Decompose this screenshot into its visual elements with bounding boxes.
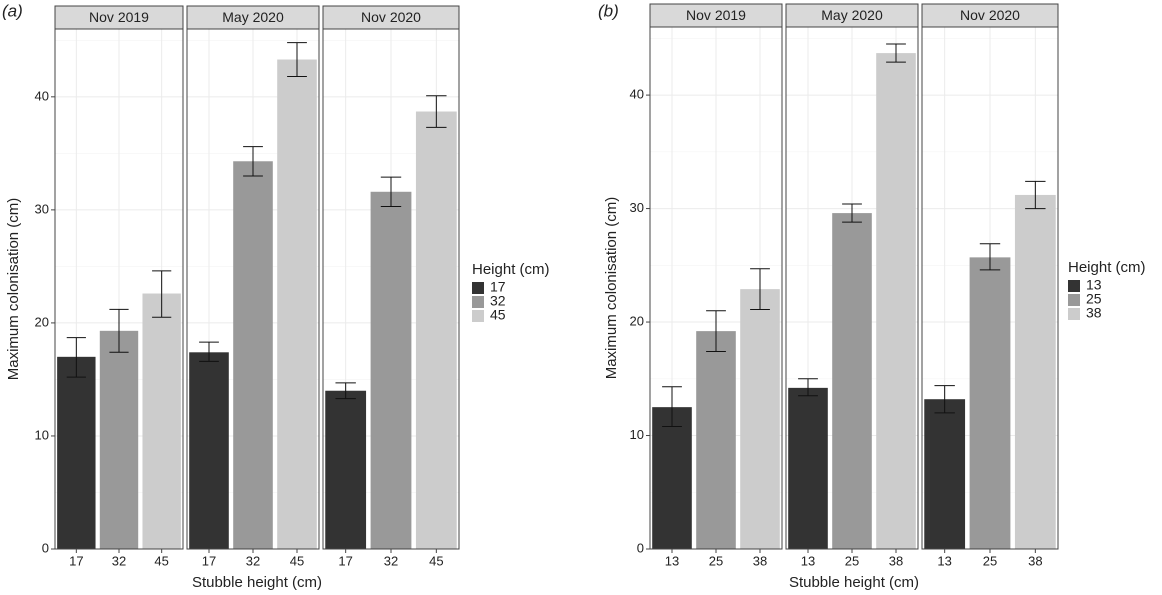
y-tick-label: 20: [35, 314, 49, 329]
bar-25: [969, 257, 1011, 549]
facet-strip-label: Nov 2020: [361, 9, 421, 25]
x-tick-label: 13: [937, 553, 951, 568]
x-axis-title: Stubble height (cm): [789, 574, 919, 591]
x-tick-label: 38: [1028, 553, 1042, 568]
x-tick-label: 45: [290, 553, 304, 568]
legend-title: Height (cm): [472, 261, 550, 278]
facet-2: Nov 2020 13 25 38: [921, 3, 1059, 568]
x-tick-label: 32: [112, 553, 126, 568]
x-tick-label: 25: [709, 553, 723, 568]
bar-45: [142, 293, 181, 549]
x-axis-title: Stubble height (cm): [192, 574, 322, 591]
y-tick-label: 20: [630, 313, 644, 328]
bar-13: [788, 387, 828, 549]
facet-strip-label: Nov 2020: [960, 7, 1020, 23]
x-tick-label: 17: [338, 553, 352, 568]
x-tick-label: 25: [983, 553, 997, 568]
legend-label-13: 13: [1086, 277, 1102, 293]
x-tick-label: 38: [889, 553, 903, 568]
x-tick-label: 17: [202, 553, 216, 568]
legend-swatch-25: [1068, 294, 1080, 306]
legend-swatch-45: [472, 310, 484, 322]
bar-17: [189, 352, 229, 549]
legend-label-25: 25: [1086, 291, 1102, 307]
bar-17: [57, 356, 96, 549]
legend-swatch-13: [1068, 280, 1080, 292]
facet-panel-border: [785, 26, 919, 550]
legend-swatch-32: [472, 296, 484, 308]
facet-strip-label: May 2020: [821, 7, 883, 23]
y-axis-title: Maximum colonisation (cm): [5, 198, 22, 381]
x-tick-label: 25: [845, 553, 859, 568]
panel-tag: (b): [598, 1, 619, 20]
bar-25: [696, 331, 736, 549]
bar-32: [233, 161, 273, 549]
legend-swatch-17: [472, 282, 484, 294]
facet-panel-border: [649, 26, 783, 550]
bar-45: [415, 111, 457, 550]
legend-label-17: 17: [490, 279, 506, 295]
bar-45: [277, 59, 317, 550]
y-axis-title: Maximum colonisation (cm): [603, 197, 620, 380]
panel-tag: (a): [2, 1, 23, 20]
y-tick-label: 10: [630, 427, 644, 442]
bar-38: [740, 289, 780, 549]
legend-swatch-38: [1068, 308, 1080, 320]
bar-13: [924, 399, 966, 549]
legend-label-32: 32: [490, 293, 506, 309]
x-tick-label: 32: [384, 553, 398, 568]
x-tick-label: 38: [753, 553, 767, 568]
y-tick-label: 10: [35, 427, 49, 442]
legend-title: Height (cm): [1068, 259, 1146, 276]
facet-panel-border: [921, 26, 1059, 550]
facet-panel-border: [322, 28, 460, 550]
facet-panel-border: [186, 28, 320, 550]
legend-label-45: 45: [490, 307, 506, 323]
facet-0: Nov 2019 17 32 45: [54, 5, 184, 568]
y-tick-label: 0: [637, 540, 644, 555]
facet-2: Nov 2020 17 32 45: [322, 5, 460, 568]
facet-0: Nov 2019 13 25 38: [649, 3, 783, 568]
y-tick-label: 0: [42, 540, 49, 555]
facet-1: May 2020 17 32 45: [186, 5, 320, 568]
y-tick-label: 30: [35, 201, 49, 216]
x-tick-label: 13: [801, 553, 815, 568]
x-tick-label: 17: [69, 553, 83, 568]
bar-25: [832, 213, 872, 549]
y-tick-label: 40: [35, 88, 49, 103]
bar-32: [99, 330, 139, 549]
bar-38: [876, 53, 916, 549]
y-tick-label: 40: [630, 87, 644, 102]
facet-panel-border: [54, 28, 184, 550]
bar-32: [370, 191, 412, 550]
facet-strip-label: Nov 2019: [686, 7, 746, 23]
x-tick-label: 13: [665, 553, 679, 568]
bar-13: [652, 407, 692, 549]
legend-label-38: 38: [1086, 305, 1102, 321]
x-tick-label: 32: [246, 553, 260, 568]
facet-strip-label: May 2020: [222, 9, 284, 25]
x-tick-label: 45: [154, 553, 168, 568]
y-tick-label: 30: [630, 200, 644, 215]
x-tick-label: 45: [429, 553, 443, 568]
facet-strip-label: Nov 2019: [89, 9, 149, 25]
bar-38: [1014, 194, 1056, 550]
bar-17: [325, 390, 367, 549]
facet-1: May 2020 13 25 38: [785, 3, 919, 568]
